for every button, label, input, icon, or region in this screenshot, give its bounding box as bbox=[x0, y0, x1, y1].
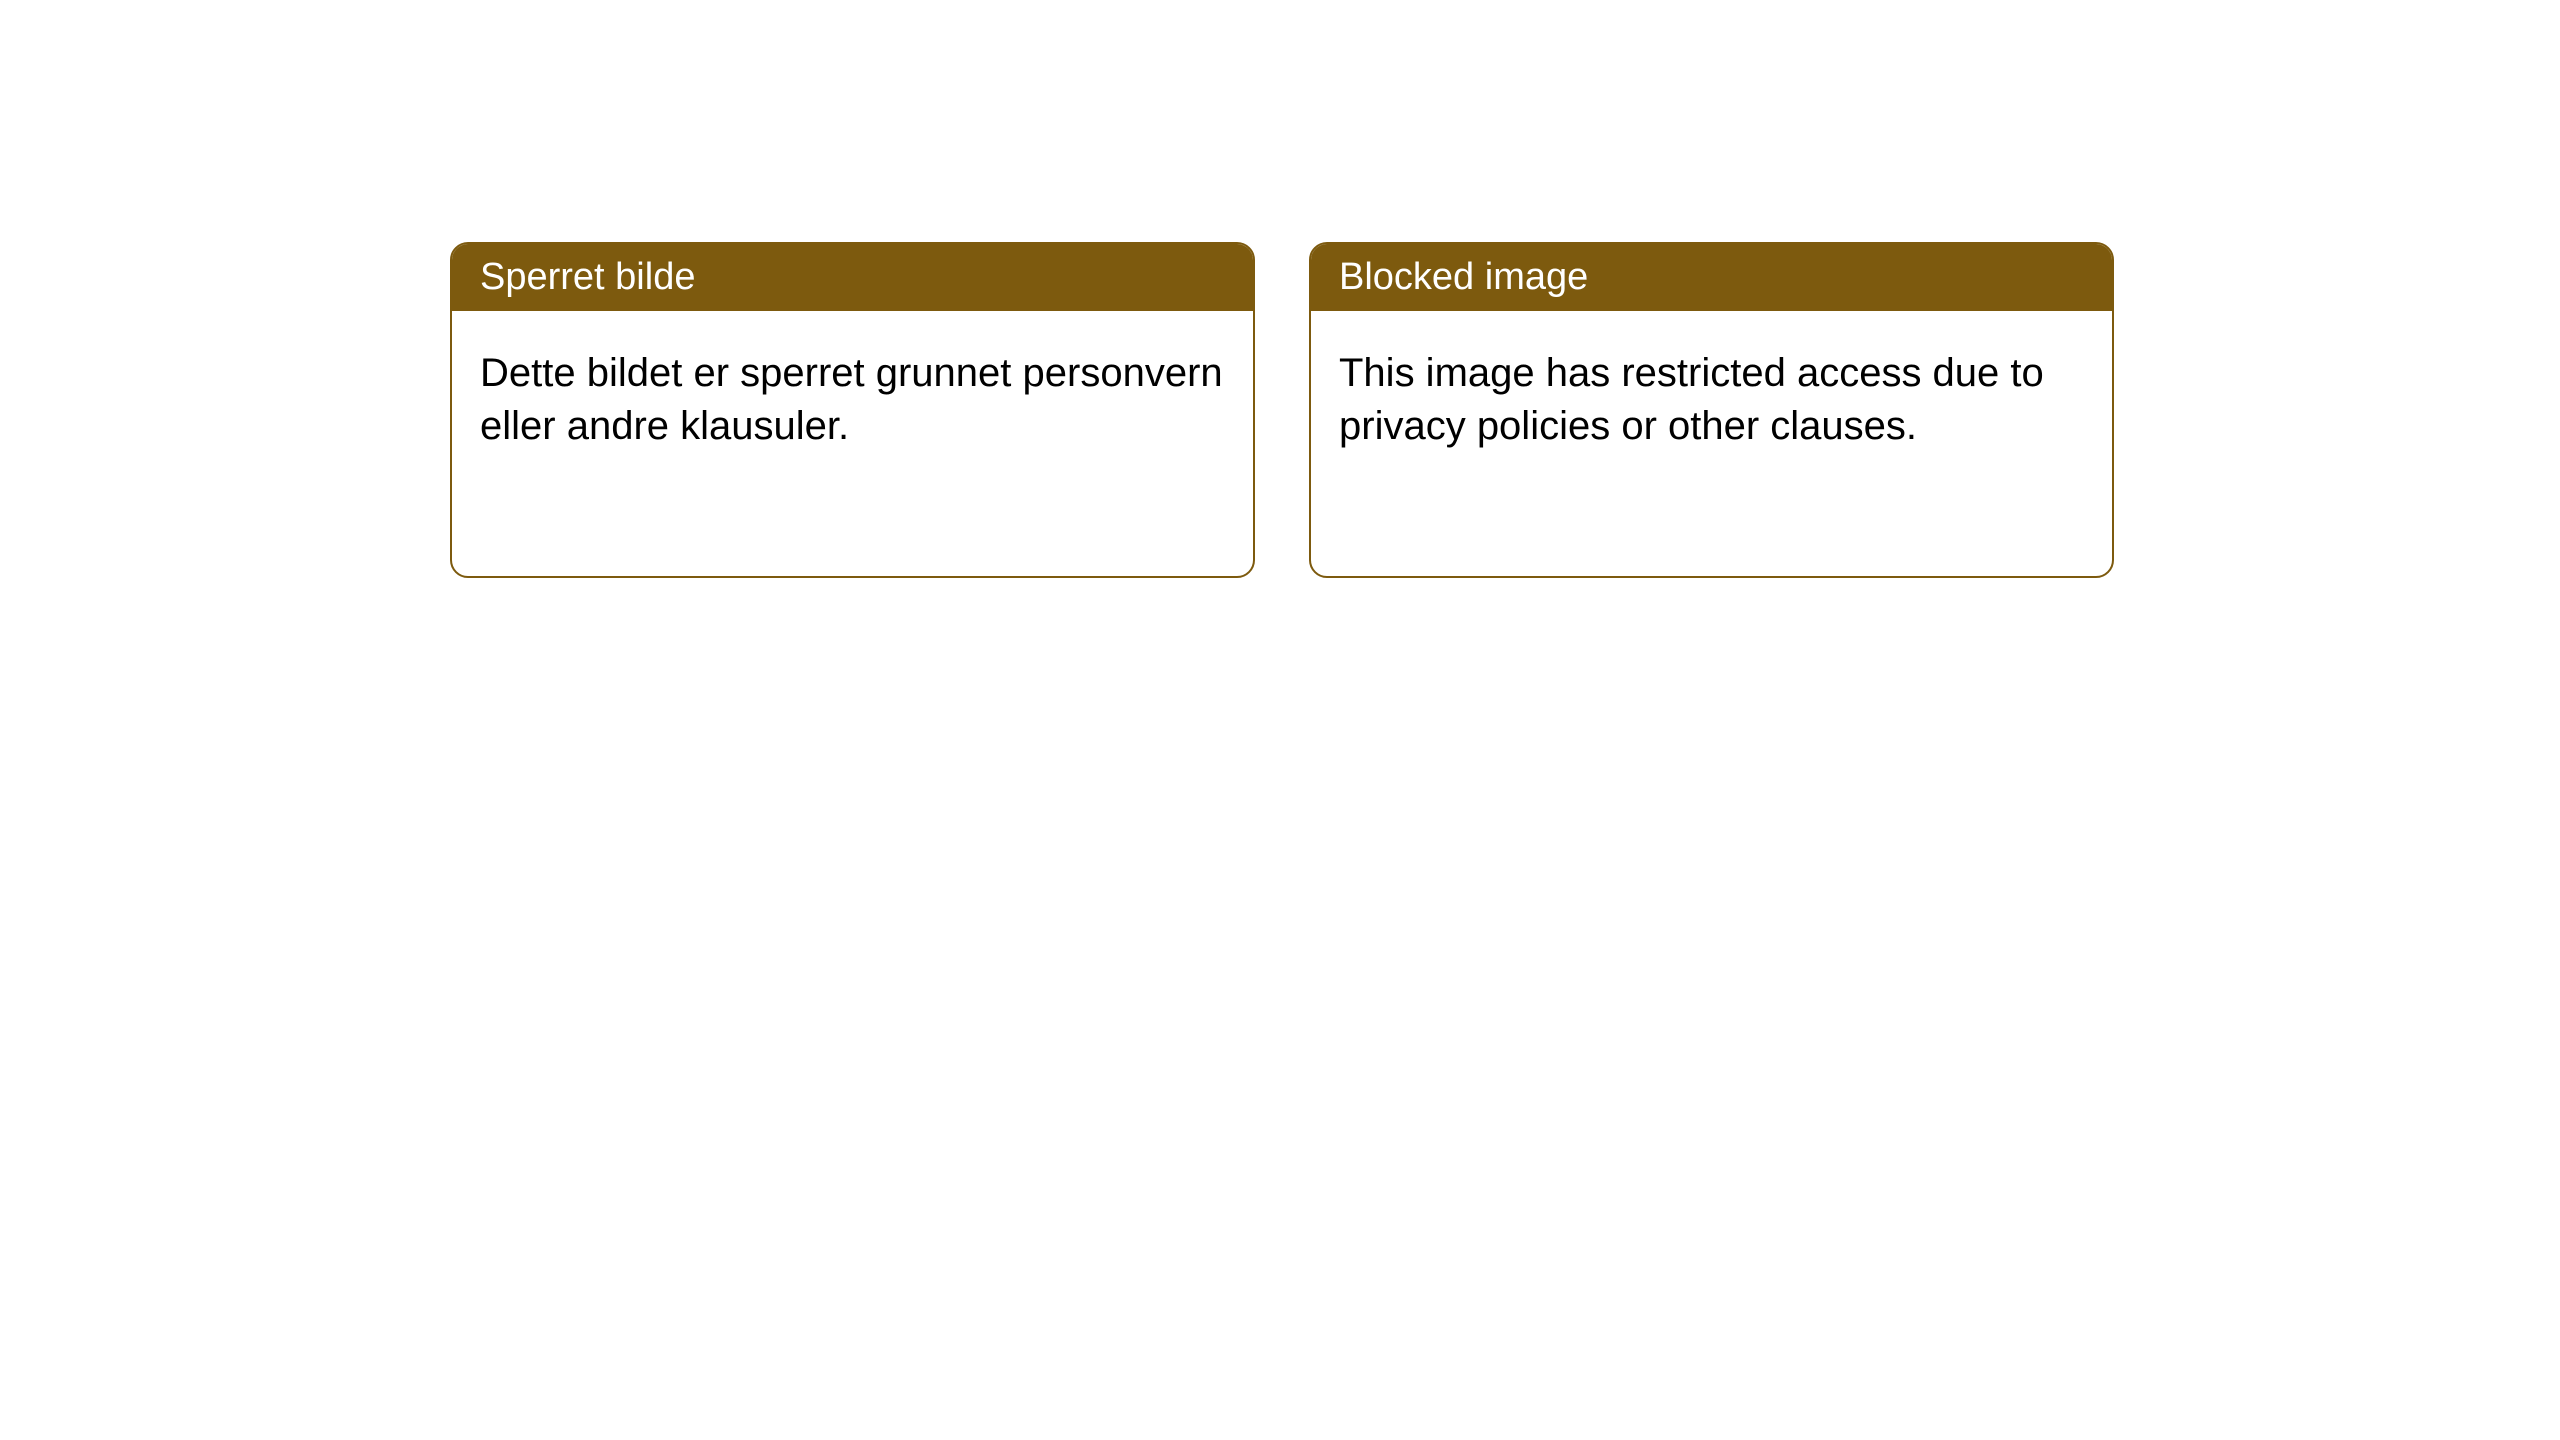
notice-body: This image has restricted access due to … bbox=[1311, 311, 2112, 489]
notice-card-english: Blocked image This image has restricted … bbox=[1309, 242, 2114, 578]
notice-container: Sperret bilde Dette bildet er sperret gr… bbox=[450, 242, 2114, 578]
notice-card-norwegian: Sperret bilde Dette bildet er sperret gr… bbox=[450, 242, 1255, 578]
notice-title: Sperret bilde bbox=[452, 244, 1253, 311]
notice-title: Blocked image bbox=[1311, 244, 2112, 311]
notice-body: Dette bildet er sperret grunnet personve… bbox=[452, 311, 1253, 489]
